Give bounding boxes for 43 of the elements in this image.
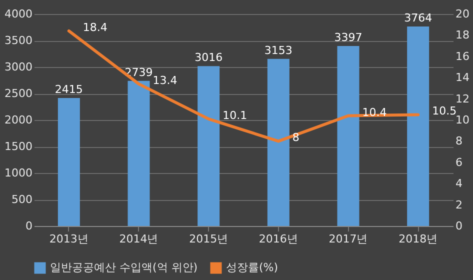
y-tick-label: 500 [12,193,32,206]
y-tick-label: 3000 [4,60,32,74]
x-tick-label: 2015년 [189,232,228,246]
y2-tick-label: 18 [456,28,470,42]
legend-label: 일반공공예산 수입액(억 위안) [50,261,198,274]
y-tick-label: 0 [26,220,32,232]
y2-tick-label: 12 [456,92,470,106]
data-label: 3016 [194,51,223,64]
data-label: 2415 [54,83,83,96]
y-tick-label: 2500 [4,87,32,100]
y-tick-label: 1500 [4,140,32,153]
y2-tick-label: 6 [456,156,462,169]
bar [198,66,220,226]
data-label: 13.4 [152,74,178,87]
data-label: 3764 [404,12,432,25]
bar [337,46,360,226]
y2-tick-label: 16 [456,50,470,63]
bar [128,80,150,226]
x-tick-label: 2013년 [49,232,88,246]
y-tick-label: 4000 [4,8,32,20]
data-label: 3397 [334,30,362,44]
data-label: 10.1 [222,108,248,122]
y2-tick-label: 4 [456,177,462,190]
y-tick-label: 3500 [4,34,32,47]
bar [58,98,80,226]
y2-tick-label: 10 [456,114,470,126]
y-tick-label: 2000 [4,114,32,126]
y2-tick-label: 14 [456,71,470,84]
data-label: 10.5 [432,104,457,118]
legend-label: 성장률(%) [226,261,278,274]
y2-tick-label: 8 [456,134,462,148]
x-tick-label: 2016년 [258,232,298,246]
y2-tick-label: 20 [456,8,470,20]
x-tick-label: 2014년 [119,232,158,246]
bar [407,26,430,226]
data-label: 18.4 [82,20,108,34]
y2-tick-label: 2 [456,198,462,212]
bar [267,58,290,226]
data-label: 3153 [264,44,292,57]
y-tick-label: 1000 [4,166,32,180]
x-tick-label: 2017년 [328,232,368,246]
x-tick-label: 2018년 [398,232,438,246]
y2-tick-label: 0 [456,220,462,232]
